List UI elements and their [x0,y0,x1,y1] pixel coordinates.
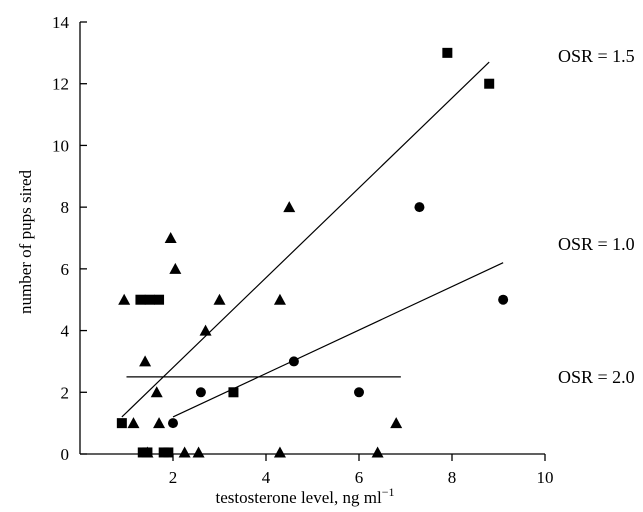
data-point-square [154,294,165,305]
data-point-triangle [118,293,131,305]
x-tick-label: 8 [448,468,457,487]
data-point-circle [414,202,425,213]
y-tick-label: 8 [61,198,70,217]
data-point-triangle [273,446,286,458]
data-point-square [135,294,146,305]
data-point-triangle [371,446,384,458]
data-point-triangle [283,201,296,213]
data-point-triangle [199,324,212,336]
data-point-square [163,447,174,458]
data-point-circle [354,387,364,398]
data-point-triangle [127,417,140,429]
data-point-triangle [139,355,152,367]
y-tick-label: 6 [61,260,70,279]
y-tick-label: 12 [52,75,69,94]
data-point-triangle [390,417,403,429]
y-tick-label: 10 [52,136,69,155]
x-axis-label: testosterone level, ng ml−1 [216,485,395,507]
series-label-circle: OSR = 1.0 [558,234,635,254]
data-point-triangle [150,386,163,398]
data-point-square [484,78,495,89]
x-tick-label: 10 [537,468,554,487]
regression-line-square [121,61,490,418]
data-points [116,47,509,458]
data-point-triangle [192,446,205,458]
data-point-triangle [169,262,182,274]
y-tick-label: 2 [61,383,70,402]
data-point-circle [168,418,178,429]
x-tick-label: 6 [355,468,364,487]
data-point-square [442,47,453,58]
series-label-triangle: OSR = 2.0 [558,367,635,387]
data-point-triangle [178,446,191,458]
x-tick-label: 4 [262,468,271,487]
data-point-square [116,418,127,429]
x-axis-label-text: testosterone level, ng ml [216,488,382,507]
data-point-circle [288,356,299,367]
data-point-circle [195,387,206,398]
y-tick-label: 4 [61,322,70,341]
data-point-triangle [141,446,154,458]
data-point-triangle [153,417,166,429]
series-labels: OSR = 1.5 OSR = 1.0 OSR = 2.0 [558,46,635,387]
data-point-square [228,387,239,398]
regression-line-circle [172,262,504,418]
data-point-triangle [164,232,177,243]
y-axis-label: number of pups sired [16,170,35,315]
data-point-square [144,294,155,305]
data-point-triangle [273,293,286,305]
x-axis-label-superscript: −1 [382,485,395,499]
axes: 0 2 4 6 8 10 12 14 2 4 6 8 10 [52,13,554,487]
regression-lines [121,61,504,418]
series-label-square: OSR = 1.5 [558,46,635,66]
data-point-triangle [213,293,226,305]
y-tick-label: 0 [61,445,70,464]
y-tick-label: 14 [52,13,70,32]
x-tick-label: 2 [169,468,178,487]
data-point-circle [498,294,509,305]
